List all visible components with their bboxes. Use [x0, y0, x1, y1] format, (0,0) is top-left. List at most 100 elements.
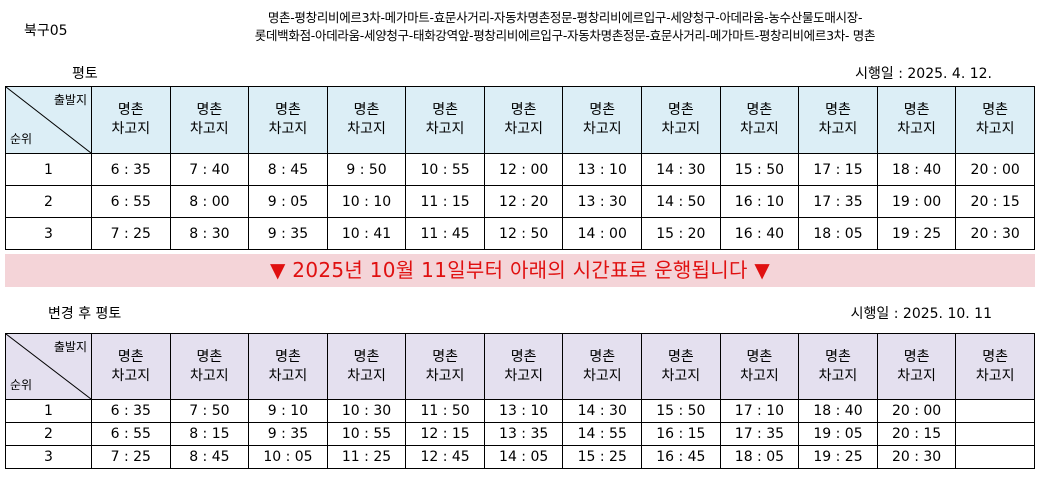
departure-time-cell: 6 : 35	[91, 399, 171, 423]
column-header-line: 명촌	[825, 102, 851, 118]
departure-time-cell: 8 : 30	[169, 217, 250, 250]
departure-time-cell: 15 : 50	[719, 153, 800, 186]
header-corner: 출발지 순위	[5, 333, 92, 400]
departure-time-cell: 14 : 00	[562, 217, 643, 250]
departure-time-cell: 7 : 25	[91, 445, 171, 469]
column-header-line: 명촌	[589, 348, 616, 365]
column-header-line: 차고지	[425, 121, 465, 137]
route-code: 북구05	[24, 23, 68, 39]
column-header-line: 명촌	[432, 102, 458, 118]
departure-time-cell: 20 : 00	[955, 153, 1035, 186]
departure-time-cell: 14 : 05	[483, 445, 564, 469]
column-header-line: 명촌	[982, 102, 1009, 118]
column-header-line: 차고지	[582, 121, 622, 137]
column-header-line: 차고지	[504, 367, 543, 384]
departure-time-cell: 16 : 45	[641, 445, 721, 469]
column-header-line: 차고지	[425, 367, 465, 384]
timetable-after: 출발지 순위 명촌 차고지 명촌 차고지 명촌 차고지 명촌 차고지 명촌 차고지 명촌 차고지 명촌 차고지…	[5, 333, 1035, 469]
column-header-myeongchon-depot: 명촌 차고지	[483, 86, 564, 154]
departure-time-cell: 17 : 15	[798, 153, 878, 186]
column-header-myeongchon-depot: 명촌 차고지	[798, 86, 878, 154]
column-header-line: 차고지	[897, 367, 936, 384]
column-header-line: 명촌	[117, 348, 144, 365]
column-header-line: 차고지	[190, 367, 229, 384]
column-header-line: 차고지	[111, 121, 151, 137]
departure-time-cell: 14 : 55	[562, 422, 643, 446]
departure-time-cell: 12 : 00	[483, 153, 564, 186]
departure-time-cell	[955, 445, 1035, 469]
departure-time-cell: 7 : 50	[169, 399, 250, 423]
column-header-myeongchon-depot: 명촌 차고지	[876, 333, 957, 400]
departure-time-cell: 12 : 15	[405, 422, 485, 446]
departure-time-cell: 10 : 55	[326, 422, 407, 446]
departure-time-cell: 10 : 10	[326, 185, 407, 218]
rank-cell: 1	[5, 399, 92, 423]
column-header-myeongchon-depot: 명촌 차고지	[405, 333, 485, 400]
departure-time-cell: 16 : 15	[641, 422, 721, 446]
departure-time-cell: 14 : 30	[562, 399, 643, 423]
column-header-myeongchon-depot: 명촌 차고지	[719, 333, 800, 400]
departure-time-cell: 17 : 10	[719, 399, 800, 423]
rank-cell: 2	[5, 422, 92, 446]
departure-time-cell: 7 : 40	[169, 153, 250, 186]
column-header-line: 명촌	[746, 102, 773, 118]
column-header-line: 명촌	[825, 348, 851, 365]
departure-time-cell: 9 : 50	[326, 153, 407, 186]
departure-time-cell: 13 : 10	[562, 153, 643, 186]
column-header-myeongchon-depot: 명촌 차고지	[169, 333, 250, 400]
departure-time-cell: 15 : 25	[562, 445, 643, 469]
departure-time-cell: 20 : 15	[955, 185, 1035, 218]
departure-time-cell: 16 : 10	[719, 185, 800, 218]
header-origin-label: 출발지	[53, 93, 87, 107]
departure-time-cell: 15 : 50	[641, 399, 721, 423]
departure-time-cell: 17 : 35	[798, 185, 878, 218]
column-header-line: 차고지	[504, 121, 543, 137]
departure-time-cell: 19 : 25	[876, 217, 957, 250]
departure-time-cell: 9 : 10	[248, 399, 328, 423]
departure-time-cell: 14 : 50	[641, 185, 721, 218]
column-header-line: 차고지	[818, 367, 858, 384]
column-header-line: 명촌	[667, 348, 694, 365]
rank-cell: 3	[5, 217, 92, 250]
departure-time-cell: 8 : 00	[169, 185, 250, 218]
column-header-myeongchon-depot: 명촌 차고지	[169, 86, 250, 154]
column-header-line: 명촌	[117, 102, 144, 118]
route-path-line: 롯데백화점-아데라움-세양청구-태화강역앞-평창리비에르입구-자동차명촌정문-효…	[254, 28, 876, 43]
departure-time-cell: 13 : 35	[483, 422, 564, 446]
column-header-myeongchon-depot: 명촌 차고지	[326, 86, 407, 154]
departure-time-cell: 12 : 20	[483, 185, 564, 218]
departure-time-cell: 13 : 30	[562, 185, 643, 218]
departure-time-cell: 14 : 30	[641, 153, 721, 186]
column-header-line: 차고지	[582, 367, 622, 384]
column-header-line: 명촌	[275, 348, 301, 365]
departure-time-cell: 18 : 40	[876, 153, 957, 186]
departure-time-cell	[955, 399, 1035, 423]
departure-time-cell: 9 : 05	[248, 185, 328, 218]
column-header-line: 명촌	[589, 102, 616, 118]
effective-date: 시행일 : 2025. 4. 12.	[855, 66, 992, 82]
departure-time-cell: 18 : 05	[719, 445, 800, 469]
departure-time-cell: 13 : 10	[483, 399, 564, 423]
column-header-myeongchon-depot: 명촌 차고지	[483, 333, 564, 400]
column-header-line: 차고지	[661, 121, 701, 137]
departure-time-cell: 11 : 15	[405, 185, 485, 218]
column-header-line: 명촌	[275, 102, 301, 118]
departure-time-cell: 6 : 35	[91, 153, 171, 186]
column-header-line: 명촌	[353, 348, 380, 365]
departure-time-cell: 6 : 55	[91, 422, 171, 446]
departure-time-cell: 20 : 00	[876, 399, 957, 423]
departure-time-cell: 17 : 35	[719, 422, 800, 446]
departure-time-cell: 11 : 50	[405, 399, 485, 423]
column-header-line: 차고지	[740, 367, 779, 384]
column-header-line: 차고지	[111, 367, 151, 384]
departure-time-cell: 16 : 40	[719, 217, 800, 250]
header-corner: 출발지 순위	[5, 86, 92, 154]
